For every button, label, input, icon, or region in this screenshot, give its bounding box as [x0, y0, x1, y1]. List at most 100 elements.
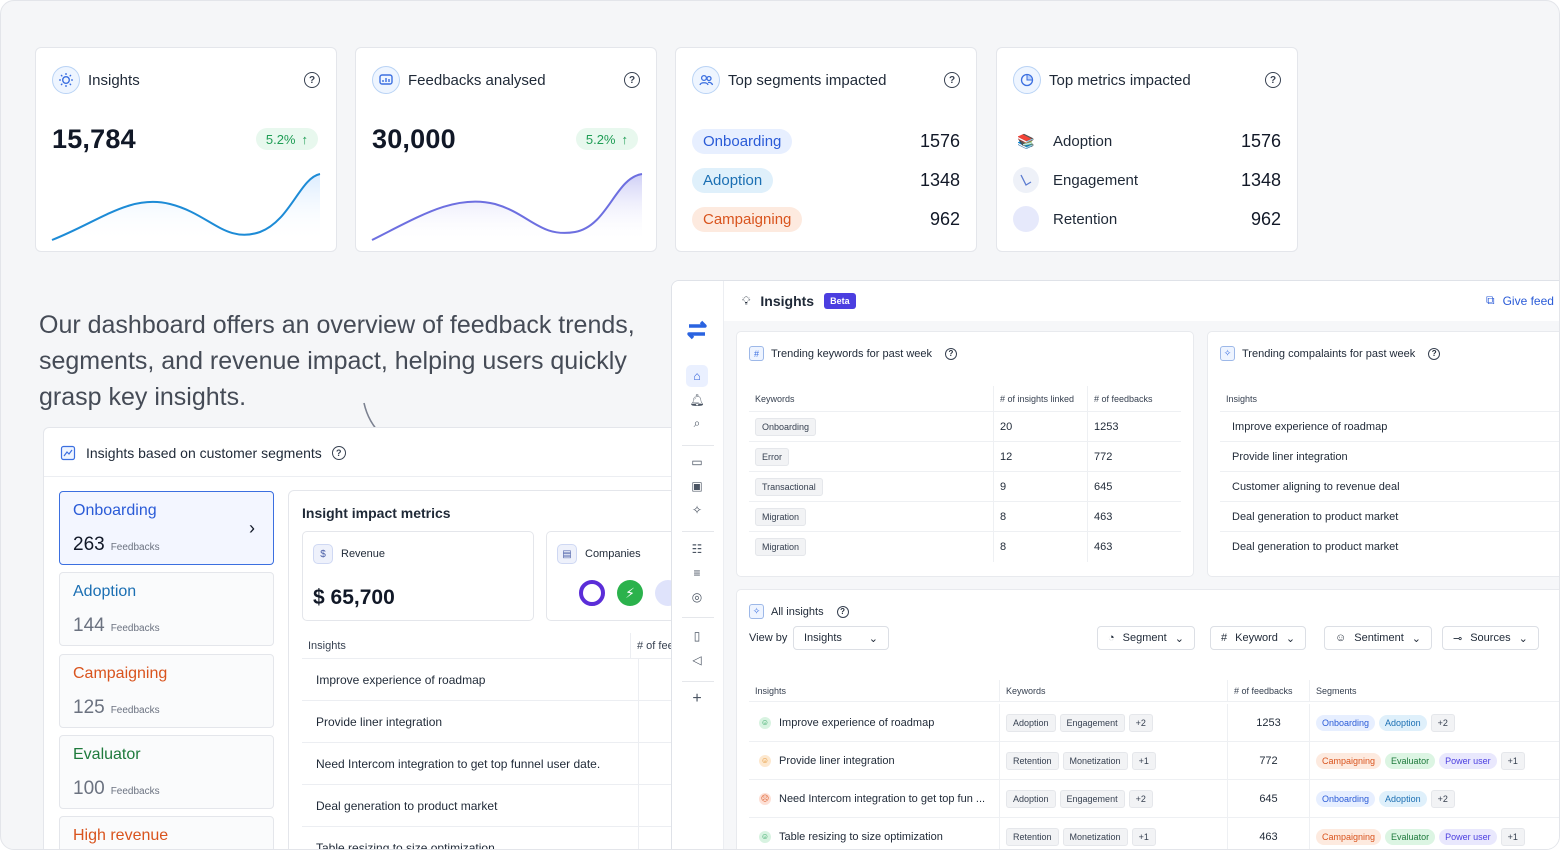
keyword-tag: Engagement — [1059, 713, 1125, 732]
help-icon[interactable]: ? — [1265, 72, 1281, 88]
more-tag[interactable]: +2 — [1430, 713, 1455, 732]
help-icon[interactable]: ? — [836, 605, 849, 618]
help-icon[interactable]: ? — [944, 72, 960, 88]
segment-tag: Power user — [1439, 828, 1497, 845]
table-row[interactable]: ☺ Improve experience of roadmap Adoption E… — [749, 704, 1559, 742]
table-row[interactable]: Transactional 9 645 — [749, 472, 1181, 502]
negative-sentiment-icon: ☹ — [759, 792, 771, 805]
segment-card-evaluator[interactable]: Evaluator 100 Feedbacks — [59, 735, 274, 809]
segment-name: High revenue — [73, 827, 169, 844]
segment-name: Onboarding — [73, 502, 157, 519]
segment-row[interactable]: Adoption 1348 — [692, 166, 960, 194]
table-row[interactable]: Provide liner integration — [1220, 442, 1559, 472]
target-icon[interactable]: ◎ — [691, 590, 703, 604]
header-insights: Insights — [308, 639, 346, 652]
segment-row[interactable]: Campaigning 962 — [692, 205, 960, 233]
table-row[interactable]: Improve experience of roadmap12 — [302, 659, 702, 701]
segment-card-adoption[interactable]: Adoption 144 Feedbacks — [59, 572, 274, 646]
keyword-tag: Monetization — [1062, 827, 1128, 846]
segment-value: 962 — [929, 208, 960, 229]
help-icon[interactable]: ? — [945, 347, 957, 360]
segment-unit: Feedbacks — [110, 705, 160, 716]
segment-card-campaigning[interactable]: Campaigning 125 Feedbacks — [59, 654, 274, 728]
more-tag[interactable]: +2 — [1430, 789, 1455, 808]
impact-metrics-panel: Insight impact metrics $ Revenue $ 65,700… — [288, 490, 716, 849]
table-row[interactable]: Customer aligning to revenue deal — [1220, 472, 1559, 502]
help-icon[interactable]: ? — [304, 72, 320, 88]
more-tag[interactable]: +1 — [1131, 751, 1156, 770]
table-row[interactable]: Onboarding 20 1253 — [749, 412, 1181, 442]
table-row[interactable]: Improve experience of roadmap — [1220, 412, 1559, 442]
segment-card-onboarding[interactable]: Onboarding 263 Feedbacks › — [59, 491, 274, 565]
chevron-right-icon: › — [249, 518, 255, 538]
home-icon[interactable]: ⌂ — [686, 365, 708, 387]
arrow-up-icon: ↑ — [621, 131, 629, 147]
idea-icon[interactable]: ✧ — [691, 503, 703, 517]
metric-row[interactable]: Retention 962 — [1013, 205, 1281, 233]
table-header: Insights # of feed — [302, 633, 702, 659]
table-row[interactable]: Error 12 772 — [749, 442, 1181, 472]
help-icon[interactable]: ? — [1428, 347, 1441, 360]
give-feedback-link[interactable]: ⧉ Give feed — [1486, 293, 1554, 308]
insights-card: Insights ? 15,784 5.2% ↑ — [35, 47, 337, 252]
row-feedbacks: 463 — [1087, 502, 1112, 531]
megaphone-icon[interactable]: ◁ — [692, 653, 702, 667]
top-segments-card: Top segments impacted ? Onboarding 1576 … — [675, 47, 977, 252]
table-row[interactable]: Deal generation to product market4 — [302, 785, 702, 827]
more-tag[interactable]: +1 — [1131, 827, 1156, 846]
segment-card-high-revenue[interactable]: High revenue — [59, 816, 274, 849]
view-by-select[interactable]: Insights ⌄ — [793, 626, 889, 650]
sources-filter[interactable]: ⊸ Sources ⌄ — [1442, 626, 1539, 650]
segment-value: 1576 — [919, 130, 960, 151]
message-icon[interactable]: ▭ — [691, 455, 703, 469]
chevron-down-icon: ⌄ — [1174, 632, 1184, 645]
contact-icon[interactable]: ▣ — [691, 479, 703, 493]
table-row[interactable]: ☺ Provide liner integration Retention Mone… — [749, 742, 1559, 780]
keyword-chip: Migration — [755, 507, 807, 526]
sentiment-filter[interactable]: ☺ Sentiment ⌄ — [1324, 626, 1432, 650]
bell-icon[interactable]: 🔔︎ — [689, 393, 705, 407]
segment-filter[interactable]: ◔ Segment ⌄ — [1097, 626, 1195, 650]
hash-icon: # — [749, 346, 764, 361]
filter-label: Sentiment — [1354, 632, 1404, 644]
checklist-icon[interactable]: ☷ — [691, 542, 703, 556]
table-row[interactable]: Deal generation to product market — [1220, 502, 1559, 532]
segment-tag: Onboarding — [1316, 790, 1376, 807]
segment-tag: Power user — [1439, 752, 1497, 769]
app-window: ⌂ 🔔︎ ⌕ ▭ ▣ ✧ ☷ ≡ ◎ ▯ ◁ + 💡︎ Insights Bet… — [671, 280, 1559, 849]
more-tag[interactable]: +1 — [1500, 751, 1525, 770]
more-tag[interactable]: +2 — [1128, 713, 1153, 732]
help-icon[interactable]: ? — [624, 72, 640, 88]
segment-tag: Adoption — [1379, 790, 1427, 807]
more-tag[interactable]: +1 — [1500, 827, 1525, 846]
document-icon[interactable]: ▯ — [693, 629, 701, 643]
table-row[interactable]: Need Intercom integration to get top fun… — [302, 743, 702, 785]
feedbacks-card-title: Feedbacks analysed — [408, 71, 546, 89]
metric-label: Engagement — [1053, 171, 1139, 189]
table-row[interactable]: ☹ Need Intercom integration to get top fu… — [749, 780, 1559, 818]
metric-row[interactable]: 📚 Adoption 1576 — [1013, 127, 1281, 155]
app-logo-icon[interactable] — [684, 317, 710, 343]
more-tag[interactable]: +2 — [1128, 789, 1153, 808]
table-row[interactable]: ☺ Table resizing to size optimization Ret… — [749, 818, 1559, 849]
search-icon[interactable]: ⌕ — [693, 415, 701, 430]
table-row[interactable]: Deal generation to product market — [1232, 541, 1399, 553]
plus-icon[interactable]: + — [692, 690, 702, 707]
row-insight: Provide liner integration — [779, 754, 895, 767]
metric-value: 962 — [1250, 208, 1281, 229]
table-row[interactable]: Table resizing to size optimization3 — [302, 827, 702, 849]
table-row[interactable]: Migration 8 463 — [749, 532, 1181, 562]
roadmap-icon[interactable]: ≡ — [693, 566, 701, 580]
header-insights: # of insights linked — [993, 386, 1087, 411]
table-row[interactable]: Provide liner integration7 — [302, 701, 702, 743]
insights-card-title: Insights — [88, 71, 140, 89]
table-row[interactable]: Migration 8 463 — [749, 502, 1181, 532]
beta-badge: Beta — [824, 293, 856, 309]
help-icon[interactable]: ? — [331, 446, 346, 460]
trend-badge: 5.2% ↑ — [255, 128, 318, 150]
chevron-down-icon: ⌄ — [1518, 632, 1528, 645]
keyword-filter[interactable]: # Keyword ⌄ — [1210, 626, 1307, 650]
segment-row[interactable]: Onboarding 1576 — [692, 127, 960, 155]
metric-row[interactable]: Engagement 1348 — [1013, 166, 1281, 194]
row-insight: Deal generation to product market — [316, 798, 498, 813]
